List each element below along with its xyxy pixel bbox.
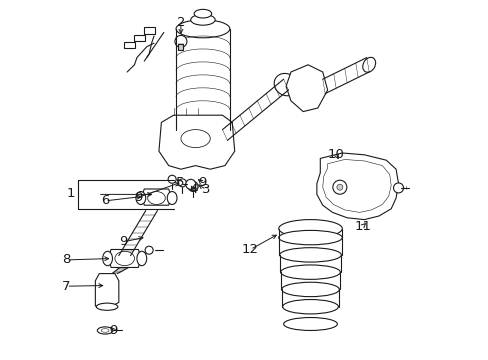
Text: 10: 10 [327,148,344,161]
Ellipse shape [115,251,134,266]
Ellipse shape [282,300,338,314]
Text: 3: 3 [202,183,210,196]
Circle shape [175,35,186,48]
Circle shape [185,179,195,189]
Text: 7: 7 [62,280,71,293]
Bar [178,44,183,50]
Circle shape [336,184,342,190]
Text: 4: 4 [188,183,197,196]
Circle shape [393,183,403,193]
Polygon shape [142,189,171,205]
Circle shape [188,181,198,192]
Circle shape [332,180,346,194]
Ellipse shape [137,251,146,266]
Ellipse shape [167,192,177,204]
Bar [134,35,144,41]
Ellipse shape [280,265,340,279]
Ellipse shape [147,192,165,204]
Ellipse shape [97,327,113,334]
Polygon shape [285,65,327,112]
Ellipse shape [274,73,297,96]
Ellipse shape [281,282,339,297]
Text: 11: 11 [354,220,370,233]
Text: 1: 1 [66,187,75,200]
Ellipse shape [136,192,145,204]
Polygon shape [159,115,234,169]
Ellipse shape [96,303,118,310]
Ellipse shape [188,183,197,190]
Ellipse shape [278,220,342,238]
Text: 8: 8 [62,253,71,266]
Text: 9: 9 [119,235,127,248]
Bar [143,27,154,34]
Text: 9: 9 [109,324,118,337]
Circle shape [168,175,176,183]
Ellipse shape [279,248,341,262]
Text: 12: 12 [242,243,258,256]
Ellipse shape [176,121,229,139]
Text: 5: 5 [175,176,184,189]
Polygon shape [95,274,119,310]
Polygon shape [108,249,141,267]
Bar [124,42,135,48]
Text: 6: 6 [101,194,109,207]
Ellipse shape [176,20,229,38]
Circle shape [178,179,186,187]
Ellipse shape [101,329,109,332]
Ellipse shape [181,130,210,148]
Ellipse shape [102,251,112,266]
Ellipse shape [278,230,342,245]
Ellipse shape [283,318,337,330]
Ellipse shape [362,57,375,72]
Text: 2: 2 [176,16,185,29]
Text: 9: 9 [134,191,142,204]
Ellipse shape [194,9,211,18]
Ellipse shape [190,14,215,25]
Polygon shape [316,153,398,220]
Circle shape [145,246,153,254]
Text: 9: 9 [197,176,206,189]
